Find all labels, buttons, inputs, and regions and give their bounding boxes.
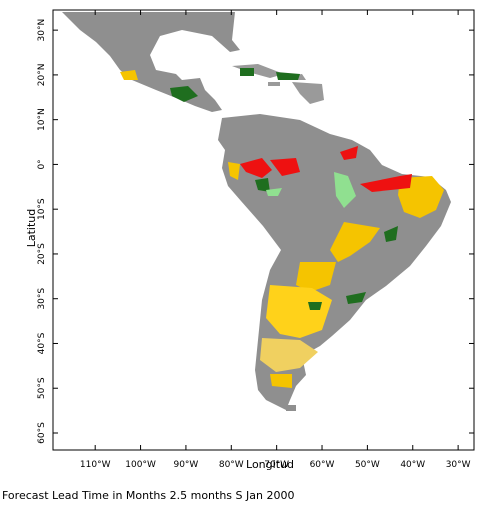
y-tick-label: 10°N xyxy=(37,108,47,131)
y-axis-label: Latitud xyxy=(25,209,38,248)
x-axis-label: Longitud xyxy=(246,458,294,471)
x-tick-label: 70°W xyxy=(264,460,289,470)
y-tick-label: 50°S xyxy=(37,377,47,399)
y-tick-label: 30°N xyxy=(37,19,47,42)
x-tick-label: 90°W xyxy=(173,460,198,470)
y-tick-label: 30°S xyxy=(37,288,47,310)
y-tick-label: 10°S xyxy=(37,198,47,220)
y-tick-label: 20°N xyxy=(37,64,47,87)
y-tick-label: 40°S xyxy=(37,332,47,354)
plot-frame xyxy=(52,9,475,451)
x-tick-label: 110°W xyxy=(80,460,111,470)
x-tick-label: 100°W xyxy=(125,460,156,470)
y-tick-label: 0° xyxy=(37,159,47,169)
x-tick-label: 40°W xyxy=(400,460,425,470)
footer: Forecast Lead Time in Months 2.5 months … xyxy=(2,489,294,502)
y-tick-label: 20°S xyxy=(37,243,47,265)
forecast-patches xyxy=(120,68,444,388)
y-tick-label: 60°S xyxy=(37,422,47,444)
x-tick-label: 80°W xyxy=(219,460,244,470)
x-tick-label: 60°W xyxy=(310,460,335,470)
land xyxy=(62,12,451,411)
x-tick-label: 50°W xyxy=(355,460,380,470)
x-tick-label: 30°W xyxy=(446,460,471,470)
